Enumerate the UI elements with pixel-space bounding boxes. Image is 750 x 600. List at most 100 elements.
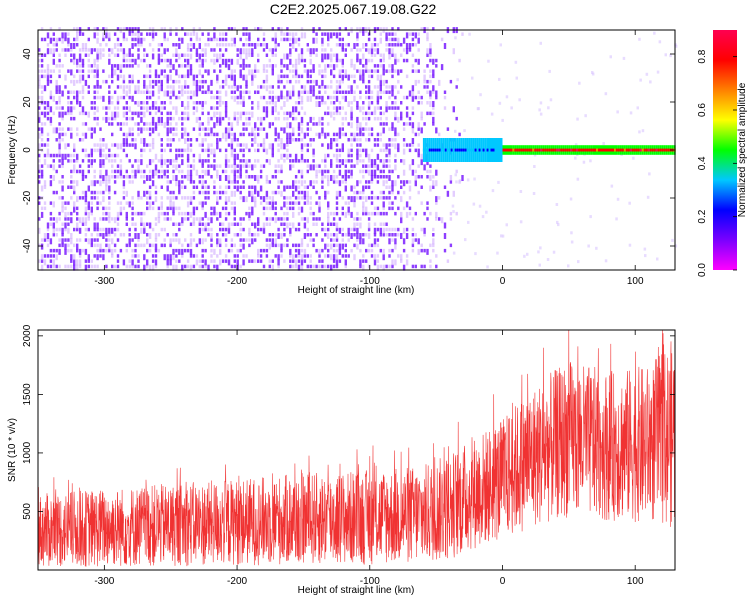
heatmap-cell <box>344 175 347 181</box>
heatmap-cell <box>163 148 166 153</box>
heatmap-cell <box>204 185 207 189</box>
heatmap-cell <box>309 143 312 147</box>
heatmap-cell <box>379 211 382 216</box>
heatmap-cell <box>602 142 605 145</box>
heatmap-cell <box>373 233 377 237</box>
heatmap-cell <box>70 217 73 224</box>
heatmap-cell <box>90 243 93 248</box>
heatmap-cell <box>186 143 190 150</box>
heatmap-cell <box>335 238 339 242</box>
heatmap-cell <box>376 180 380 184</box>
heatmap-cell <box>574 143 578 147</box>
heatmap-cell <box>201 85 204 89</box>
heatmap-cell <box>257 227 260 232</box>
heatmap-cell <box>137 254 140 258</box>
heatmap-cell <box>538 108 541 112</box>
heatmap-cell <box>498 77 501 81</box>
heatmap-cell <box>656 70 660 74</box>
heatmap-cell <box>239 190 242 195</box>
heatmap-cell <box>242 153 245 158</box>
heatmap-cell <box>230 153 234 158</box>
heatmap-cell <box>402 48 406 52</box>
heatmap-cell <box>40 243 44 250</box>
heatmap-cell <box>157 43 161 47</box>
heatmap-cell <box>105 233 108 237</box>
heatmap-cell <box>93 101 96 105</box>
heatmap-cell <box>309 90 312 94</box>
heatmap-cell <box>344 180 347 184</box>
heatmap-cell <box>359 264 362 269</box>
heatmap-cell <box>96 264 99 269</box>
heatmap-cell <box>280 248 283 253</box>
heatmap-cell <box>327 64 330 68</box>
heatmap-cell <box>408 180 412 184</box>
heatmap-cell <box>306 143 309 147</box>
heatmap-cell <box>411 127 415 134</box>
heatmap-cell <box>321 169 324 176</box>
heatmap-cell <box>446 148 449 152</box>
heatmap-cell <box>76 79 79 84</box>
heatmap-cell <box>283 127 286 134</box>
colorbar-tick-label: 0.0 <box>697 263 708 277</box>
heatmap-cell <box>257 217 260 224</box>
heatmap-cell <box>189 148 193 153</box>
heatmap-cell <box>330 222 333 226</box>
heatmap-cell <box>172 264 175 271</box>
heatmap-cell <box>417 90 420 94</box>
heatmap-cell <box>81 43 85 49</box>
heatmap-cell <box>163 69 166 73</box>
heatmap-cell <box>519 190 523 193</box>
heatmap-cell <box>108 153 111 158</box>
heatmap-cell <box>297 180 301 184</box>
heatmap-cell <box>160 169 163 174</box>
heatmap-cell <box>274 106 277 113</box>
heatmap-cell <box>289 111 292 118</box>
heatmap-cell <box>213 206 216 213</box>
heatmap-cell <box>335 85 339 92</box>
heatmap-cell <box>321 143 324 147</box>
heatmap-cell <box>128 264 131 269</box>
heatmap-cell <box>73 37 76 42</box>
heatmap-cell <box>64 264 67 269</box>
heatmap-cell <box>365 259 368 263</box>
heatmap-cell <box>327 122 330 126</box>
heatmap-cell <box>359 233 362 239</box>
heatmap-cell <box>76 159 79 163</box>
heatmap-cell <box>370 95 374 100</box>
colorbar-tick-label: 0.2 <box>697 209 708 223</box>
heatmap-cell <box>76 101 79 105</box>
heatmap-cell <box>300 248 304 253</box>
heatmap-cell <box>602 148 604 152</box>
heatmap-cell <box>420 264 423 269</box>
heatmap-cell <box>230 132 234 137</box>
heatmap-cell <box>67 48 70 52</box>
heatmap-cell <box>321 74 324 79</box>
heatmap-cell <box>423 79 426 84</box>
heatmap-cell <box>245 85 248 89</box>
heatmap-cell <box>388 185 391 189</box>
heatmap-cell <box>73 148 76 153</box>
heatmap-cell <box>391 48 394 55</box>
heatmap-cell <box>178 222 181 226</box>
heatmap-cell <box>350 116 353 121</box>
heatmap-cell <box>359 169 362 174</box>
heatmap-cell <box>394 164 397 171</box>
heatmap-cell <box>38 132 41 139</box>
heatmap-cell <box>324 164 327 168</box>
heatmap-cell <box>297 211 301 216</box>
heatmap-cell <box>300 264 304 271</box>
heatmap-cell <box>148 185 152 189</box>
heatmap-cell <box>105 175 108 181</box>
heatmap-cell <box>297 259 301 263</box>
heatmap-cell <box>321 101 324 105</box>
heatmap-cell <box>350 90 353 94</box>
heatmap-cell <box>198 101 201 105</box>
heatmap-cell <box>245 43 248 47</box>
heatmap-cell <box>236 222 239 226</box>
heatmap-cell <box>216 164 219 168</box>
heatmap-cell <box>332 153 336 158</box>
heatmap-cell <box>292 180 295 187</box>
heatmap-cell <box>184 74 187 79</box>
heatmap-cell <box>96 74 99 79</box>
